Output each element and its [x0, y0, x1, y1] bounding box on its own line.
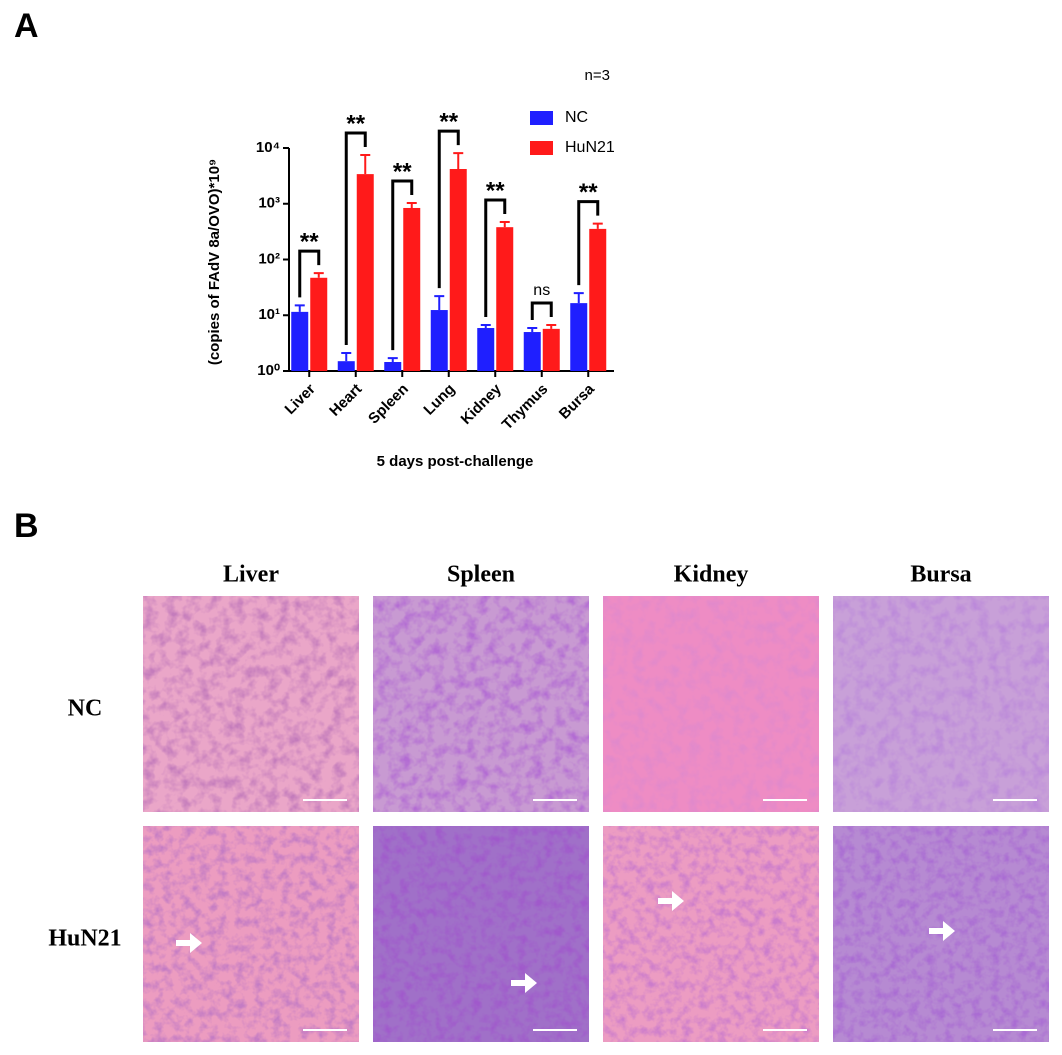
bar	[403, 207, 421, 371]
error-bar	[573, 292, 584, 304]
row-header: NC	[68, 696, 103, 722]
histology-texture	[143, 826, 359, 1042]
y-tick-label: 10²	[258, 250, 280, 267]
histology-texture	[373, 826, 589, 1042]
x-tick-label: Lung	[420, 381, 458, 419]
significance-label: **	[300, 228, 319, 255]
significance-label: ns	[533, 282, 550, 299]
error-bar	[294, 304, 305, 312]
error-bar	[546, 323, 557, 329]
bar	[449, 169, 467, 371]
annotation: n=3	[585, 67, 610, 84]
column-header: Liver	[223, 562, 279, 588]
x-axis-title: 5 days post-challenge	[377, 453, 534, 470]
significance-label: **	[579, 179, 598, 206]
significance-bracket	[484, 198, 507, 317]
significance-bracket	[577, 200, 600, 286]
panel-label: B	[14, 507, 39, 545]
bar	[523, 332, 541, 371]
bar	[589, 228, 607, 371]
error-bar	[480, 323, 491, 329]
bar	[310, 277, 328, 371]
legend-swatch	[530, 111, 553, 125]
panel-label: A	[14, 7, 39, 45]
histology-texture	[603, 826, 819, 1042]
histology-texture	[373, 596, 589, 812]
row-header: HuN21	[48, 926, 121, 952]
bar	[496, 227, 514, 371]
error-bar	[341, 352, 352, 362]
significance-bracket	[530, 301, 553, 321]
lesion-arrow	[929, 921, 955, 941]
significance-bracket	[344, 131, 367, 346]
y-tick-label: 10⁰	[257, 362, 280, 379]
histology-texture	[833, 596, 1049, 812]
bar	[570, 303, 588, 371]
significance-label: **	[486, 177, 505, 204]
bar	[337, 361, 355, 371]
x-tick-label: Bursa	[556, 380, 599, 423]
lesion-arrow	[658, 891, 684, 911]
significance-label: **	[346, 110, 365, 137]
column-header: Bursa	[910, 562, 971, 588]
bar	[430, 310, 448, 371]
lesion-arrow	[511, 973, 537, 993]
x-tick-label: Heart	[326, 381, 365, 420]
error-bar	[313, 272, 324, 278]
significance-bracket	[437, 129, 460, 289]
y-axis-title: (copies of FAdV 8a/OVO)*10⁹	[206, 159, 223, 365]
lesion-arrow	[176, 933, 202, 953]
legend-swatch	[530, 141, 553, 155]
error-bar	[527, 327, 538, 333]
x-tick-label: Thymus	[499, 381, 552, 434]
significance-label: **	[439, 108, 458, 135]
y-tick-label: 10⁴	[256, 139, 280, 156]
error-bar	[499, 221, 510, 228]
error-bar	[360, 153, 371, 175]
bar	[542, 328, 560, 371]
x-tick-label: Liver	[282, 381, 319, 418]
significance-bracket	[298, 249, 321, 298]
y-tick-label: 10¹	[258, 306, 280, 323]
legend-label: NC	[565, 109, 588, 126]
x-tick-label: Spleen	[365, 381, 412, 428]
y-tick-label: 10³	[258, 195, 280, 212]
column-header: Kidney	[674, 562, 749, 588]
legend-label: HuN21	[565, 139, 615, 156]
bar	[477, 328, 495, 371]
significance-label: **	[393, 158, 412, 185]
error-bar	[434, 295, 445, 311]
bar	[356, 174, 374, 371]
bar	[291, 311, 309, 371]
error-bar	[592, 222, 603, 229]
error-bar	[453, 152, 464, 170]
histology-texture	[143, 596, 359, 812]
error-bar	[387, 357, 398, 363]
significance-bracket	[391, 179, 414, 351]
bar	[384, 362, 402, 371]
histology-texture	[603, 596, 819, 812]
error-bar	[406, 202, 417, 208]
column-header: Spleen	[447, 562, 515, 588]
